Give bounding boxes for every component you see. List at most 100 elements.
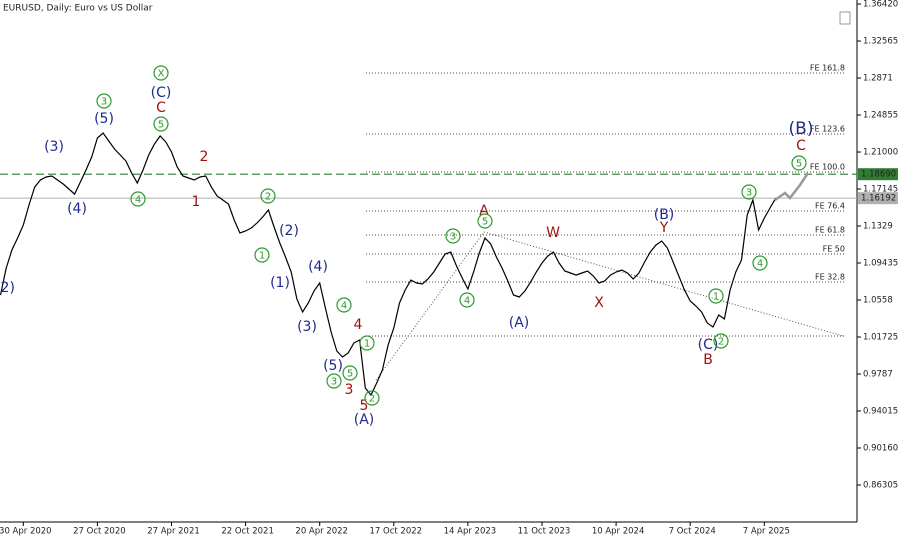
fib-label: FE 76.4 bbox=[815, 202, 845, 211]
wave-label: 5 bbox=[482, 217, 488, 228]
panel-icon[interactable] bbox=[839, 11, 851, 25]
wave-circle bbox=[741, 184, 757, 200]
price-line-series bbox=[0, 132, 777, 397]
wave-label: 5 bbox=[347, 369, 353, 380]
wave-circle bbox=[336, 297, 352, 313]
wave-label: Y bbox=[659, 220, 669, 236]
wave-label: (1) bbox=[270, 275, 290, 291]
projection bbox=[774, 172, 810, 202]
wave-label: 1 bbox=[364, 339, 370, 350]
wave-label: (C) bbox=[151, 85, 172, 101]
wave-circle bbox=[342, 365, 358, 381]
fib-label: FE 50 bbox=[823, 245, 845, 254]
wave-label: (2) bbox=[279, 223, 299, 239]
wave-label: 2 bbox=[265, 192, 271, 203]
wave-label: (A) bbox=[509, 315, 530, 331]
price-label: 1.18690 bbox=[861, 170, 896, 180]
x-tick-label: 17 Oct 2022 bbox=[370, 527, 423, 537]
y-tick-label: 1.24855 bbox=[863, 111, 898, 121]
x-tick-label: 30 Apr 2020 bbox=[0, 527, 52, 537]
fib-label: FE 161.8 bbox=[810, 64, 845, 73]
wave-circle bbox=[364, 390, 380, 406]
wave-label: X bbox=[594, 295, 604, 311]
x-tick-label: 7 Oct 2024 bbox=[669, 527, 716, 537]
wave-label: (B) bbox=[789, 119, 814, 139]
y-tick-label: 1.1329 bbox=[863, 222, 893, 232]
y-tick-label: 1.17145 bbox=[863, 185, 898, 195]
wave-circle bbox=[130, 191, 146, 207]
wave-label: W bbox=[546, 225, 560, 241]
fib-label: FE 123.6 bbox=[810, 125, 845, 134]
y-tick-label: 1.09435 bbox=[863, 259, 898, 269]
y-tick-label: 1.2871 bbox=[863, 74, 893, 84]
x-tick-label: 7 Apr 2025 bbox=[743, 527, 790, 537]
wave-label: 4 bbox=[757, 259, 763, 270]
wave-circle bbox=[153, 65, 169, 81]
y-tick-label: 1.36420 bbox=[863, 0, 898, 10]
x-tick-label: 14 Apr 2023 bbox=[444, 527, 497, 537]
y-tick-label: 0.94015 bbox=[863, 407, 898, 417]
wave-circle bbox=[96, 93, 112, 109]
wave-label: 2 bbox=[200, 149, 209, 165]
x-tick-label: 20 Apr 2022 bbox=[295, 527, 348, 537]
wave-label: (2) bbox=[0, 280, 15, 296]
wave-label: 1 bbox=[713, 292, 719, 303]
wave-label: (5) bbox=[94, 111, 114, 127]
x-tick-label: 11 Oct 2023 bbox=[518, 527, 571, 537]
wave-label: (C) bbox=[698, 337, 719, 353]
trend-line bbox=[483, 231, 844, 337]
wave-label: 1 bbox=[259, 251, 265, 262]
x-tick-label: 10 Apr 2024 bbox=[592, 527, 645, 537]
wave-circle bbox=[153, 116, 169, 132]
wave-circle bbox=[359, 335, 375, 351]
wave-circle bbox=[477, 213, 493, 229]
wave-circle bbox=[791, 155, 807, 171]
wave-label: C bbox=[156, 100, 166, 116]
wave-label: B bbox=[703, 352, 713, 368]
wave-label: 3 bbox=[101, 97, 107, 108]
wave-label: (B) bbox=[654, 207, 675, 223]
x-tick-label: 27 Oct 2020 bbox=[73, 527, 126, 537]
wave-circle bbox=[713, 333, 729, 349]
y-tick-label: 1.21000 bbox=[863, 148, 898, 158]
y-tick-label: 1.32565 bbox=[863, 37, 898, 47]
trend-line bbox=[375, 231, 485, 381]
price-box bbox=[858, 192, 898, 205]
wave-label: 3 bbox=[331, 377, 337, 388]
y-tick-label: 0.90160 bbox=[863, 444, 898, 454]
wave-label: 5 bbox=[360, 398, 369, 414]
fib-label: FE 100.0 bbox=[810, 163, 845, 172]
wave-label: 4 bbox=[135, 195, 141, 206]
wave-label: (A) bbox=[354, 412, 375, 428]
fib-label: FE 32.8 bbox=[815, 273, 845, 282]
wave-label: 4 bbox=[341, 301, 347, 312]
wave-label: 3 bbox=[345, 382, 354, 398]
wave-label: (5) bbox=[323, 358, 343, 374]
chart-title: EURUSD, Daily: Euro vs US Dollar bbox=[3, 4, 153, 14]
wave-label: 1 bbox=[192, 194, 201, 210]
y-tick-label: 0.9787 bbox=[863, 370, 893, 380]
y-tick-label: 1.0558 bbox=[863, 296, 893, 306]
wave-circle bbox=[445, 228, 461, 244]
fib-label: FE 61.8 bbox=[815, 226, 845, 235]
wave-label: (4) bbox=[67, 201, 87, 217]
wave-label: 4 bbox=[464, 296, 470, 307]
wave-label: 2 bbox=[369, 394, 375, 405]
wave-label: C bbox=[796, 138, 806, 154]
wave-label: 3 bbox=[450, 232, 456, 243]
wave-label: 5 bbox=[158, 120, 164, 131]
y-tick-label: 1.01725 bbox=[863, 333, 898, 343]
price-label: 1.16192 bbox=[861, 194, 896, 204]
wave-circle bbox=[752, 255, 768, 271]
wave-circle bbox=[708, 288, 724, 304]
wave-label: 2 bbox=[718, 337, 724, 348]
wave-circle bbox=[459, 292, 475, 308]
wave-label: 3 bbox=[746, 188, 752, 199]
wave-circle bbox=[254, 247, 270, 263]
x-tick-label: 22 Oct 2021 bbox=[221, 527, 274, 537]
wave-label: 5 bbox=[796, 159, 802, 170]
wave-circle bbox=[260, 188, 276, 204]
wave-circle bbox=[326, 373, 342, 389]
